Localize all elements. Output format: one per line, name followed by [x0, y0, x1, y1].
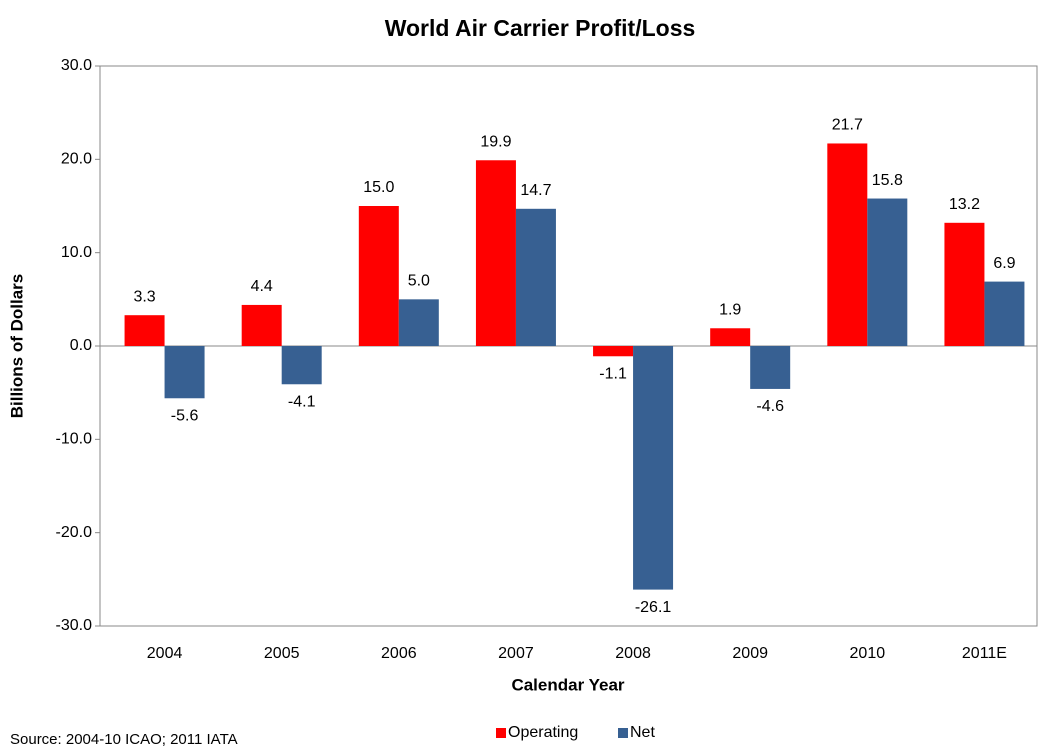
bar: [633, 346, 674, 590]
x-tick-label: 2011E: [962, 645, 1007, 662]
x-tick-label: 2010: [850, 645, 886, 662]
y-tick-label: 20.0: [61, 151, 92, 168]
bar: [984, 281, 1025, 346]
data-label: 6.9: [993, 255, 1015, 272]
data-label: 3.3: [133, 288, 155, 305]
bar: [944, 222, 985, 346]
bar: [593, 346, 634, 357]
legend-swatch: [618, 728, 628, 738]
x-axis-label: Calendar Year: [511, 675, 624, 694]
y-tick-label: -20.0: [56, 524, 93, 541]
x-tick-label: 2004: [147, 645, 183, 662]
data-label: 4.4: [251, 278, 273, 295]
legend-swatch: [496, 728, 506, 738]
data-label: -26.1: [635, 599, 672, 616]
data-label: 19.9: [480, 133, 511, 150]
data-label: 14.7: [520, 182, 551, 199]
x-tick-label: 2006: [381, 645, 417, 662]
data-label: 5.0: [408, 273, 430, 290]
bar: [475, 160, 516, 346]
source-note: Source: 2004-10 ICAO; 2011 IATA: [10, 731, 238, 748]
x-tick-label: 2009: [732, 645, 768, 662]
data-label: 15.0: [363, 179, 394, 196]
legend-label: Net: [630, 724, 655, 741]
bar: [124, 315, 165, 346]
bar: [867, 198, 908, 346]
bar: [398, 299, 439, 346]
bar: [358, 206, 399, 346]
data-label: -1.1: [599, 365, 627, 382]
data-label: -4.6: [756, 398, 784, 415]
y-tick-label: -30.0: [56, 617, 93, 634]
bar: [710, 328, 751, 346]
chart-title: World Air Carrier Profit/Loss: [385, 15, 696, 41]
data-label: -4.1: [288, 393, 316, 410]
x-tick-label: 2007: [498, 645, 534, 662]
bar: [515, 208, 556, 346]
y-tick-label: 0.0: [70, 337, 92, 354]
bar: [281, 346, 322, 385]
x-tick-label: 2008: [615, 645, 651, 662]
data-label: -5.6: [171, 407, 199, 424]
data-label: 1.9: [719, 301, 741, 318]
data-label: 15.8: [872, 172, 903, 189]
legend-label: Operating: [508, 724, 578, 741]
x-tick-label: 2005: [264, 645, 300, 662]
bar: [750, 346, 791, 389]
data-label: 21.7: [832, 117, 863, 134]
bar: [164, 346, 205, 399]
bar: [241, 304, 282, 346]
bar: [827, 143, 868, 346]
y-axis-label: Billions of Dollars: [7, 274, 26, 419]
y-tick-label: 30.0: [61, 57, 92, 74]
data-label: 13.2: [949, 196, 980, 213]
y-tick-label: 10.0: [61, 244, 92, 261]
y-tick-label: -10.0: [56, 431, 93, 448]
